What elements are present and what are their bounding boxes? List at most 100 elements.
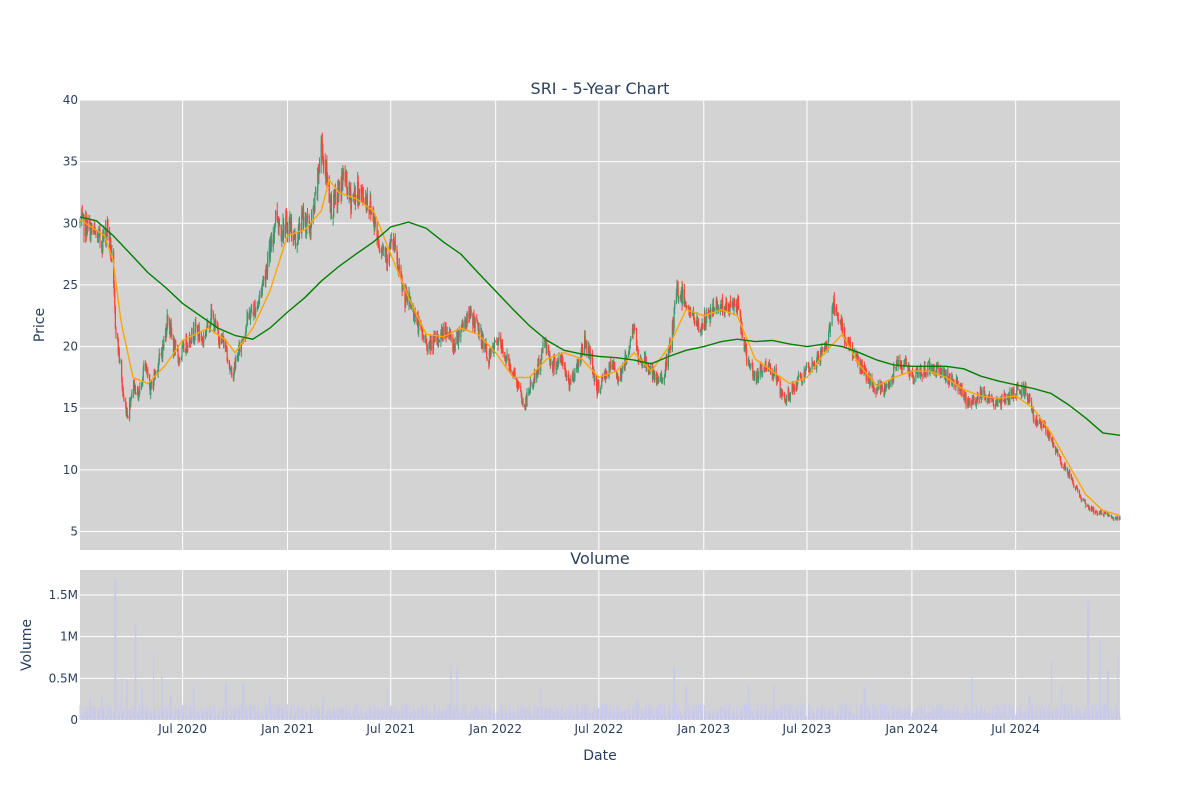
volume-bar	[781, 705, 783, 720]
volume-bar	[141, 686, 143, 720]
x-axis-ticks: Jul 2020 Jan 2021 Jul 2021 Jan 2022 Jul 2022…	[157, 722, 1040, 736]
volume-bar	[1003, 711, 1005, 720]
candle-body	[586, 341, 588, 354]
volume-bar	[521, 716, 523, 720]
volume-bar	[804, 716, 806, 720]
volume-bar	[835, 715, 837, 720]
volume-bar	[744, 704, 746, 720]
volume-bar	[464, 704, 466, 720]
volume-bar	[310, 703, 312, 720]
candle-body	[965, 396, 967, 407]
candle-body	[192, 328, 195, 339]
volume-bar	[560, 708, 562, 720]
candle-body	[524, 404, 526, 407]
candle-body	[211, 308, 213, 316]
volume-bar	[386, 688, 388, 720]
volume-bar	[844, 711, 846, 720]
volume-bar	[873, 711, 875, 720]
candle-body	[505, 360, 508, 364]
volume-bar	[861, 704, 863, 720]
volume-bar	[999, 714, 1001, 720]
candle-body	[1069, 471, 1071, 477]
volume-bar	[784, 708, 786, 720]
volume-bar	[726, 710, 728, 720]
volume-bar	[1110, 707, 1112, 720]
volume-bar	[597, 709, 599, 720]
volume-bar	[321, 705, 323, 720]
volume-bar	[151, 712, 153, 720]
volume-bar	[675, 703, 677, 720]
volume-bar	[107, 707, 109, 720]
volume-bar	[759, 714, 761, 720]
volume-bar	[988, 713, 990, 720]
volume-bar	[840, 710, 842, 720]
volume-bar	[90, 706, 92, 720]
volume-bar	[285, 711, 287, 720]
volume-bar	[708, 715, 710, 720]
volume-bar	[641, 708, 643, 720]
volume-bar	[242, 682, 243, 720]
volume-bar	[590, 713, 592, 720]
candle-body	[209, 324, 211, 328]
candle-body	[781, 393, 783, 397]
volume-bar	[250, 703, 252, 720]
candle-body	[353, 194, 355, 196]
volume-bar	[605, 704, 607, 720]
candle-body	[166, 315, 168, 330]
volume-bar	[1113, 707, 1115, 720]
volume-bar	[392, 709, 394, 720]
candle-body	[142, 377, 144, 384]
volume-bar	[114, 578, 116, 720]
volume-bar	[227, 710, 229, 720]
candle-body	[901, 368, 903, 370]
volume-bar	[860, 707, 862, 720]
volume-bar	[484, 716, 486, 720]
volume-bar	[464, 709, 466, 720]
volume-bar	[330, 714, 332, 720]
volume-bar	[657, 708, 659, 720]
candle-body	[909, 370, 911, 377]
volume-bar	[498, 715, 500, 720]
volume-bar	[482, 711, 484, 720]
volume-bar	[357, 716, 359, 720]
volume-bar	[1096, 711, 1098, 720]
volume-bar	[622, 710, 624, 720]
candle-body	[504, 358, 506, 361]
volume-bar	[892, 706, 893, 720]
volume-bar	[121, 715, 123, 720]
volume-bar	[569, 711, 571, 720]
candle-body	[885, 383, 887, 390]
candle-body	[226, 349, 228, 360]
volume-bar	[888, 709, 890, 720]
volume-bar	[859, 703, 861, 720]
volume-bar	[561, 716, 563, 720]
volume-bar	[533, 710, 535, 720]
volume-bar	[913, 710, 915, 720]
volume-bar	[320, 714, 322, 720]
candle-body	[944, 371, 946, 373]
candle-body	[357, 181, 359, 204]
volume-bar	[662, 714, 664, 720]
candle-body	[652, 369, 655, 372]
volume-bar	[604, 703, 606, 720]
candle-body	[963, 394, 965, 397]
volume-bar	[192, 686, 194, 720]
volume-bar	[183, 704, 185, 720]
volume-bar	[513, 713, 515, 720]
volume-bar	[269, 695, 271, 720]
candle-body	[203, 335, 205, 343]
volume-bar	[703, 705, 705, 720]
volume-bar	[1016, 715, 1018, 720]
volume-bar	[230, 716, 232, 720]
candle-body	[174, 343, 176, 355]
volume-bar	[777, 712, 779, 720]
volume-bar	[202, 710, 204, 720]
candle-body	[508, 354, 510, 361]
candle-body	[618, 379, 620, 381]
candle-body	[501, 343, 504, 352]
candle-body	[733, 303, 735, 309]
volume-bar	[725, 715, 727, 720]
volume-bar	[538, 715, 540, 720]
volume-bar	[450, 665, 452, 720]
candle-body	[493, 346, 495, 352]
